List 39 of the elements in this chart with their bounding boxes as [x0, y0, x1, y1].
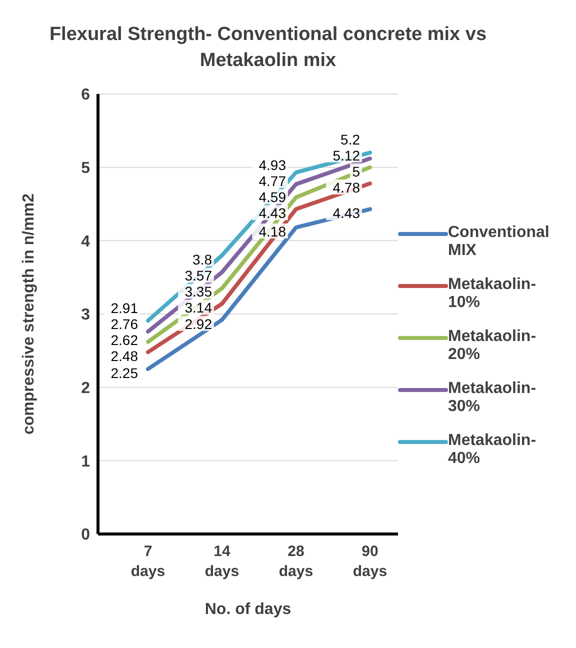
data-label: 4.43	[258, 205, 286, 222]
y-axis-title: compressive strength in n/mm2	[20, 193, 38, 434]
x-tick-label: 90 days	[352, 543, 388, 580]
data-label: 2.76	[110, 316, 138, 332]
data-label: 3.57	[184, 268, 212, 284]
x-tick-label: 7 days	[130, 543, 166, 580]
data-label: 2.62	[110, 332, 138, 348]
x-axis-title: No. of days	[204, 601, 292, 618]
data-label: 3.35	[184, 284, 212, 300]
data-label: 3.14	[184, 300, 212, 316]
legend-label: Metakaolin-30%	[448, 380, 538, 416]
y-tick-label: 5	[81, 160, 90, 178]
data-label: 2.92	[184, 316, 212, 332]
data-label: 5.12	[332, 147, 360, 164]
data-label: 4.77	[258, 173, 286, 190]
y-tick-label: 2	[81, 380, 90, 398]
data-label: 4.43	[332, 205, 360, 222]
chart-title: Flexural Strength- Conventional concrete mix vs Metakaolin mix	[48, 23, 488, 73]
data-label: 5.2	[340, 131, 360, 148]
x-tick-label: 28 days	[278, 543, 314, 580]
legend-label: Metakaolin-10%	[448, 276, 538, 312]
y-tick-label: 0	[81, 526, 90, 544]
data-label: 2.48	[110, 348, 138, 364]
y-tick-label: 3	[81, 306, 90, 324]
y-tick-label: 4	[81, 233, 90, 250]
data-label: 2.91	[110, 300, 138, 316]
data-label: 4.78	[332, 179, 360, 196]
data-label: 4.93	[258, 157, 286, 174]
legend-label: Conventional MIX	[448, 224, 550, 260]
data-label: 2.25	[110, 365, 138, 381]
x-tick-label: 14 days	[204, 543, 240, 580]
y-tick-label: 6	[81, 86, 90, 104]
data-label: 3.8	[192, 251, 212, 268]
data-label: 4.59	[258, 189, 286, 206]
y-tick-label: 1	[81, 453, 90, 470]
legend-label: Metakaolin-20%	[448, 328, 538, 364]
data-label: 4.18	[258, 223, 286, 240]
data-label: 5	[352, 163, 360, 180]
legend-label: Metakaolin-40%	[448, 432, 538, 468]
